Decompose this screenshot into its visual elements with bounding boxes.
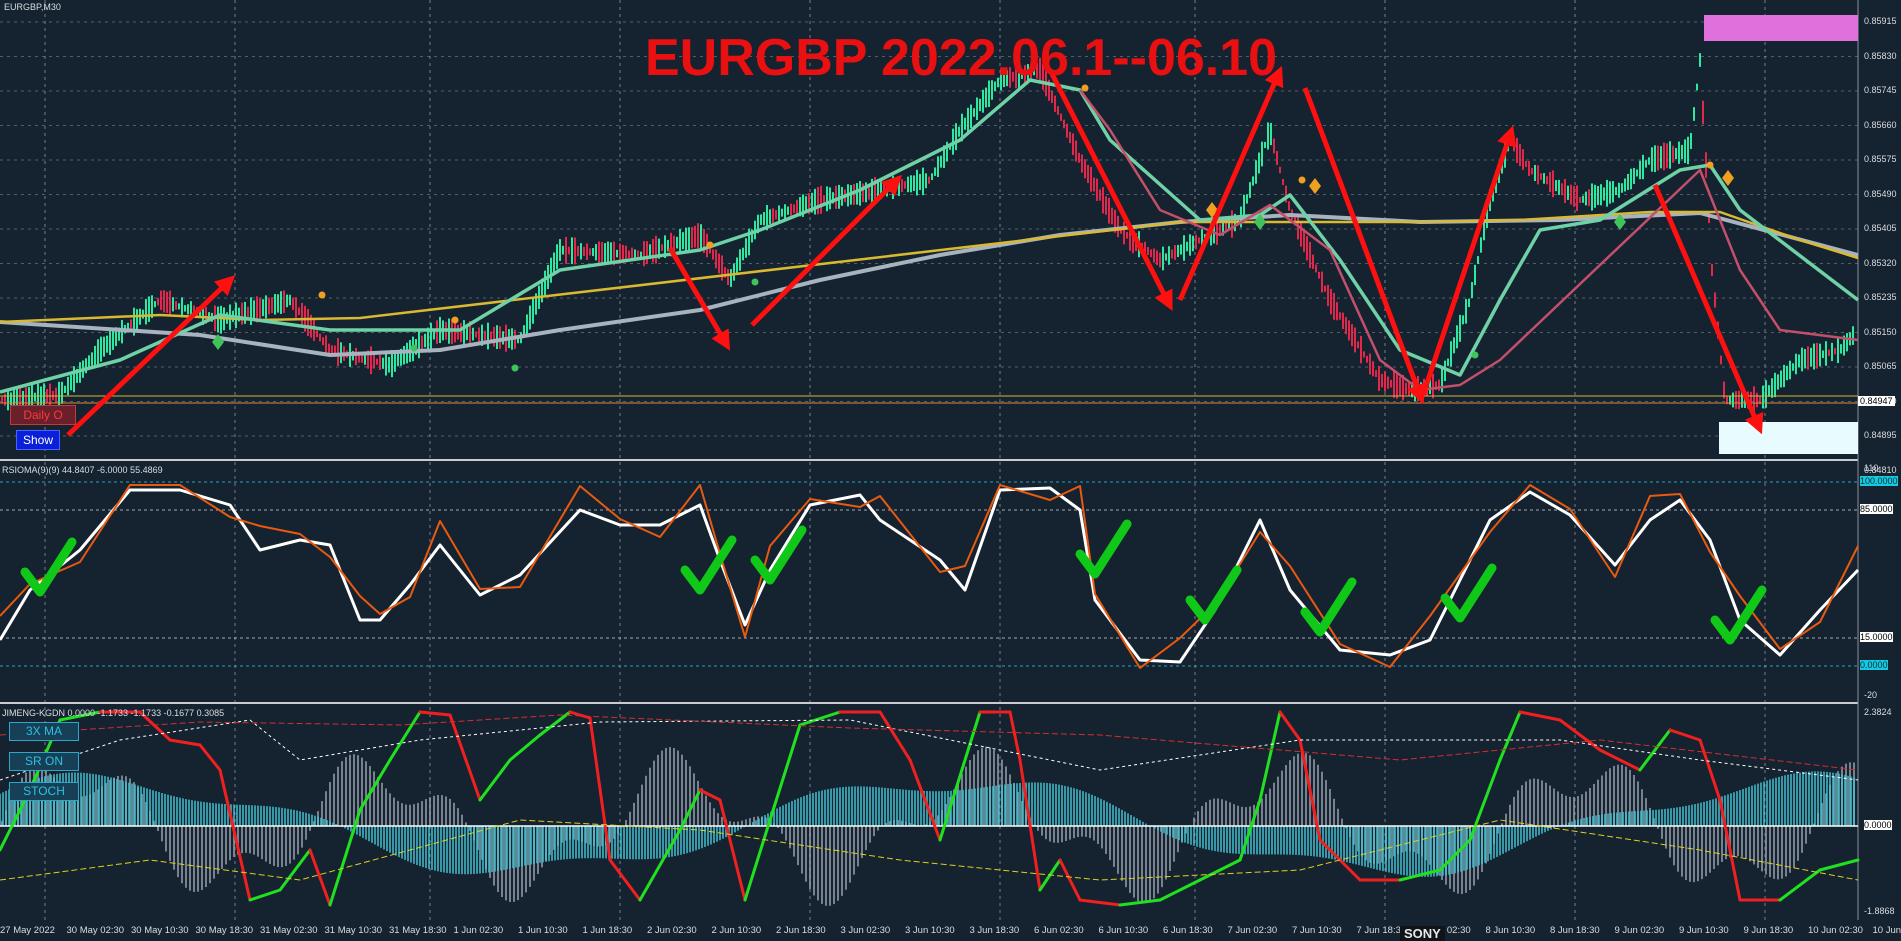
- jimeng-tick-label: 0.0000: [1864, 820, 1892, 830]
- price-tick-label: 0.85575: [1864, 154, 1897, 164]
- symbol-title: EURGBP,M30: [4, 2, 61, 12]
- price-tick-label: 0.85405: [1864, 223, 1897, 233]
- time-tick-label: 6 Jun 10:30: [1099, 925, 1149, 936]
- time-tick-label: 30 May 02:30: [67, 925, 125, 936]
- rsioma-tick-label: -20: [1864, 690, 1877, 700]
- jimeng-tick-label: -1.8868: [1864, 906, 1895, 916]
- time-tick-label: 2 Jun 10:30: [712, 925, 762, 936]
- time-tick-label: 9 Jun 02:30: [1615, 925, 1665, 936]
- price-tick-label: 0.85830: [1864, 51, 1897, 61]
- time-tick-label: 7 Jun 18:30: [1357, 925, 1407, 936]
- price-tick-label: 0.85065: [1864, 361, 1897, 371]
- show-button[interactable]: Show: [16, 430, 60, 450]
- rsioma-tick-label: 110: [1864, 463, 1878, 473]
- price-tick-label: 0.85235: [1864, 292, 1897, 302]
- price-tick-label: 0.84895: [1864, 430, 1897, 440]
- resistance-zone: [1704, 15, 1858, 41]
- time-tick-label: 9 Jun 10:30: [1679, 925, 1729, 936]
- support-zone: [1719, 422, 1858, 454]
- rsioma-tick-label: 100.0000: [1860, 476, 1898, 486]
- time-tick-label: 8 Jun 10:30: [1486, 925, 1536, 936]
- rsioma-tick-label: 0.0000: [1860, 660, 1888, 670]
- price-tick-label: 0.85150: [1864, 327, 1897, 337]
- time-tick-label: 1 Jun 10:30: [518, 925, 568, 936]
- time-tick-label: 30 May 18:30: [196, 925, 254, 936]
- time-tick-label: 3 Jun 02:30: [841, 925, 891, 936]
- daily-open-button[interactable]: Daily O: [10, 405, 76, 425]
- chart-title: EURGBP 2022.06.1--06.10: [645, 28, 1277, 88]
- stoch-toggle-button[interactable]: STOCH: [9, 782, 79, 801]
- time-tick-label: 31 May 02:30: [260, 925, 318, 936]
- signal-dot: [512, 365, 519, 372]
- jimeng-tick-label: 2.3824: [1864, 707, 1892, 717]
- time-tick-label: 10 Jun 10:30: [1873, 925, 1901, 936]
- time-tick-label: 1 Jun 02:30: [454, 925, 504, 936]
- current-price-label: 0.84947: [1858, 396, 1895, 406]
- price-tick-label: 0.85490: [1864, 189, 1897, 199]
- jimeng-header: JIMENG-KGDN 0.0000 -1.1733 -1.1733 -0.16…: [2, 708, 224, 718]
- time-tick-label: 9 Jun 18:30: [1744, 925, 1794, 936]
- signal-dot: [319, 292, 326, 299]
- time-tick-label: 6 Jun 02:30: [1034, 925, 1084, 936]
- signal-dot: [452, 317, 459, 324]
- time-tick-label: 3 Jun 10:30: [905, 925, 955, 936]
- time-tick-label: 31 May 10:30: [325, 925, 383, 936]
- time-tick-label: 1 Jun 18:30: [583, 925, 633, 936]
- signal-dot: [752, 279, 759, 286]
- time-tick-label: 8 Jun 18:30: [1550, 925, 1600, 936]
- signal-dot: [1707, 162, 1714, 169]
- time-tick-label: 31 May 18:30: [389, 925, 447, 936]
- time-tick-label: 2 Jun 18:30: [776, 925, 826, 936]
- time-tick-label: 27 May 2022: [0, 925, 55, 936]
- time-tick-label: 7 Jun 10:30: [1292, 925, 1342, 936]
- ma-toggle-button[interactable]: 3X MA: [9, 722, 79, 741]
- price-tick-label: 0.85745: [1864, 85, 1897, 95]
- time-tick-label: 2 Jun 02:30: [647, 925, 697, 936]
- rsioma-tick-label: 85.0000: [1860, 504, 1893, 514]
- price-tick-label: 0.85660: [1864, 120, 1897, 130]
- time-tick-label: 10 Jun 02:30: [1808, 925, 1863, 936]
- time-tick-label: 7 Jun 02:30: [1228, 925, 1278, 936]
- time-tick-label: 30 May 10:30: [131, 925, 189, 936]
- price-tick-label: 0.85915: [1864, 16, 1897, 26]
- time-tick-label: 6 Jun 18:30: [1163, 925, 1213, 936]
- rsioma-header: RSIOMA(9)(9) 44.8407 -6.0000 55.4869: [2, 465, 163, 475]
- signal-dot: [1299, 177, 1306, 184]
- price-tick-label: 0.85320: [1864, 258, 1897, 268]
- signal-dot: [1472, 352, 1479, 359]
- signal-dot: [411, 345, 418, 352]
- rsioma-tick-label: 15.0000: [1860, 632, 1893, 642]
- time-tick-label: 3 Jun 18:30: [970, 925, 1020, 936]
- signal-dot: [707, 242, 714, 249]
- sr-toggle-button[interactable]: SR ON: [9, 752, 79, 771]
